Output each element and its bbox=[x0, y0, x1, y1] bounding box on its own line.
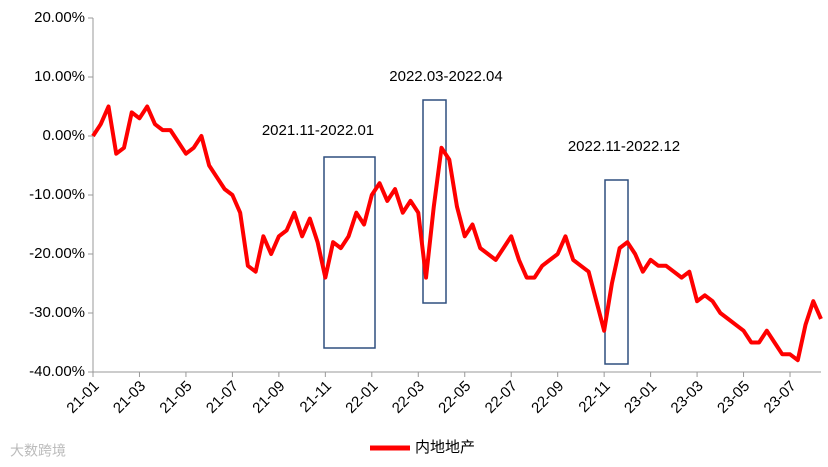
y-tick-label: -20.00% bbox=[29, 245, 85, 262]
y-tick-label: 10.00% bbox=[34, 68, 85, 85]
x-tick-label: 22-03 bbox=[389, 378, 428, 417]
x-tick-label: 23-03 bbox=[668, 378, 707, 417]
y-tick-label: -40.00% bbox=[29, 363, 85, 380]
x-tick-label: 21-11 bbox=[297, 378, 335, 416]
legend-label: 内地地产 bbox=[415, 439, 475, 456]
x-tick-label: 21-05 bbox=[156, 378, 195, 417]
y-tick-label: -10.00% bbox=[29, 186, 85, 203]
x-tick-label: 21-09 bbox=[249, 378, 288, 417]
annotation: 2022.03-2022.04 bbox=[389, 68, 502, 85]
x-tick-label: 22-07 bbox=[482, 378, 521, 417]
x-tick-label: 21-07 bbox=[203, 378, 242, 417]
x-tick-label: 23-07 bbox=[761, 378, 800, 417]
annotation: 2022.11-2022.12 bbox=[568, 138, 680, 155]
x-tick-label: 21-03 bbox=[110, 378, 149, 417]
x-tick-label: 23-01 bbox=[621, 378, 660, 417]
x-tick-label: 22-01 bbox=[342, 378, 381, 417]
highlight-box bbox=[323, 156, 376, 349]
highlight-box bbox=[604, 179, 629, 365]
x-tick-label: 22-09 bbox=[528, 378, 567, 417]
x-tick-label: 22-11 bbox=[575, 378, 613, 416]
y-tick-label: -30.00% bbox=[29, 304, 85, 321]
y-tick-label: 0.00% bbox=[42, 127, 85, 144]
x-tick-label: 23-05 bbox=[714, 378, 753, 417]
data-line bbox=[91, 104, 823, 363]
annotation: 2021.11-2022.01 bbox=[262, 122, 374, 139]
x-tick-label: 21-01 bbox=[63, 378, 102, 417]
y-tick-label: 20.00% bbox=[34, 9, 85, 26]
watermark: 大数跨境 bbox=[10, 443, 66, 459]
highlight-box bbox=[422, 99, 447, 304]
x-tick-label: 22-05 bbox=[435, 378, 474, 417]
